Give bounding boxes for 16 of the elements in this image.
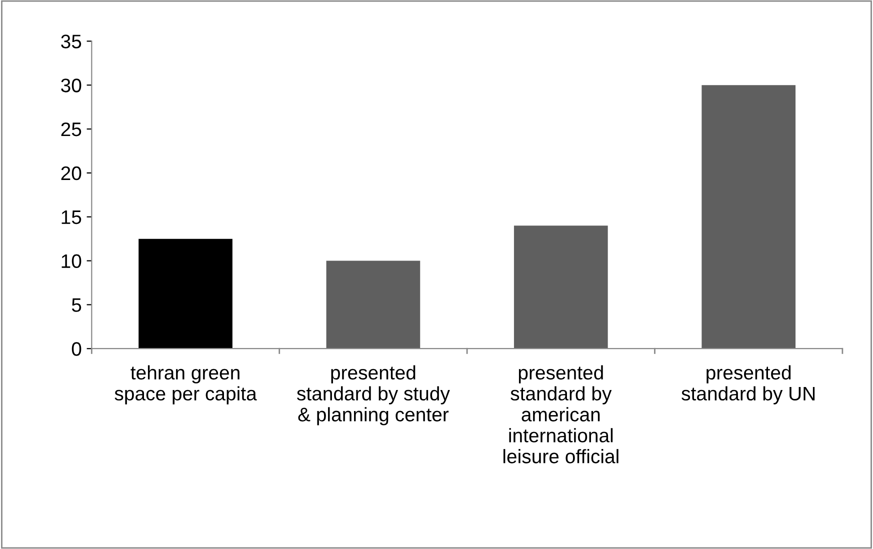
- bar: [514, 226, 608, 349]
- y-tick-label: 30: [61, 78, 82, 92]
- y-tick-label: 25: [61, 122, 82, 136]
- bar: [702, 85, 796, 349]
- y-tick-label: 10: [62, 254, 82, 268]
- bar: [138, 238, 232, 349]
- y-tick-label: 5: [72, 298, 82, 312]
- bar: [326, 260, 420, 349]
- y-tick-label: 0: [72, 342, 82, 356]
- x-tick-label: presented standard by UN: [682, 365, 815, 404]
- y-tick-label: 20: [61, 166, 82, 180]
- y-tick-label: 35: [61, 34, 82, 48]
- x-tick-label: presented standard by study & planning center: [297, 365, 450, 426]
- y-tick-label: 15: [62, 210, 82, 224]
- x-tick-label: tehran green space per capita: [114, 365, 257, 404]
- x-tick-label: presented standard by american international leisure official: [503, 365, 618, 464]
